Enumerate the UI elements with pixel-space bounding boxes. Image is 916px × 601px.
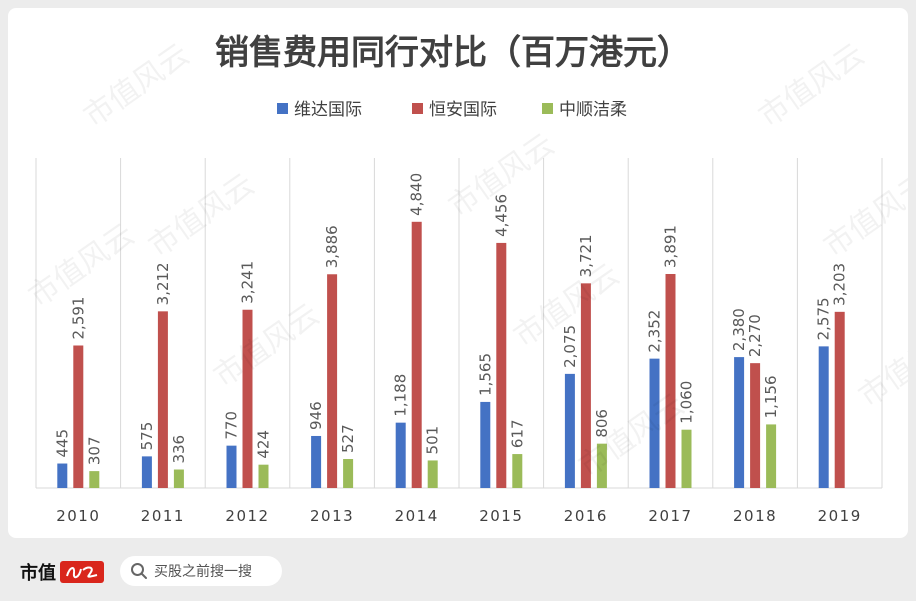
brand-name: 市值 — [20, 563, 56, 584]
bar — [580, 283, 591, 488]
value-label: 2,591 — [69, 297, 87, 340]
legend: 维达国际 恒安国际 中顺洁柔 — [277, 100, 627, 120]
watermark-text: 市值风云 — [143, 167, 261, 264]
value-label: 4,840 — [408, 173, 426, 216]
value-label: 2,270 — [746, 314, 764, 357]
bar — [766, 424, 777, 488]
bar — [734, 357, 745, 488]
bar — [73, 345, 84, 488]
x-tick-label: 2014 — [395, 507, 439, 525]
bar — [57, 463, 68, 488]
value-label: 3,203 — [831, 263, 849, 306]
bar — [311, 435, 322, 488]
value-label: 575 — [138, 422, 156, 451]
value-label: 336 — [170, 435, 188, 464]
bar — [327, 274, 338, 488]
x-tick-label: 2012 — [225, 507, 269, 525]
bar — [258, 464, 269, 488]
legend-swatch — [542, 103, 553, 114]
legend-swatch — [277, 103, 288, 114]
value-label: 3,891 — [662, 225, 680, 268]
x-tick-label: 2010 — [56, 507, 100, 525]
watermark-text: 市值风云 — [753, 37, 871, 134]
value-label: 806 — [593, 409, 611, 438]
x-tick-label: 2019 — [818, 507, 862, 525]
value-labels: 445 2,591 307 575 3,212 336 770 3,241 424 946 3,88… — [53, 173, 848, 465]
watermark-text: 市值风云 — [853, 317, 908, 414]
value-label: 617 — [508, 419, 526, 448]
x-tick-label: 2018 — [733, 507, 777, 525]
bar — [427, 460, 438, 488]
brand-logo — [60, 561, 104, 583]
value-label: 2,380 — [730, 308, 748, 351]
bar — [242, 309, 253, 488]
value-label: 2,575 — [815, 297, 833, 340]
value-label: 946 — [307, 401, 325, 430]
bar — [395, 422, 406, 488]
bar — [750, 363, 761, 488]
value-label: 2,352 — [646, 310, 664, 353]
legend-swatch — [412, 103, 423, 114]
legend-label: 恒安国际 — [429, 100, 497, 120]
bar — [480, 401, 491, 488]
legend-label: 维达国际 — [294, 100, 362, 120]
watermark-text: 市值风云 — [818, 167, 908, 264]
bar — [564, 373, 575, 488]
x-tick-label: 2011 — [141, 507, 185, 525]
value-label: 3,721 — [577, 234, 595, 277]
bar — [649, 358, 660, 488]
chart-card: 销售费用同行对比（百万港元） 维达国际 恒安国际 中顺洁柔 445 2,591 307 5… — [8, 8, 908, 538]
value-label: 424 — [255, 430, 273, 459]
value-label: 445 — [53, 429, 71, 458]
value-label: 3,886 — [323, 225, 341, 268]
value-label: 2,075 — [561, 325, 579, 368]
value-label: 527 — [339, 424, 357, 453]
bar — [89, 471, 100, 488]
value-label: 1,188 — [392, 374, 410, 417]
watermark-text: 市值风云 — [208, 297, 326, 394]
watermark-text: 市值风云 — [78, 37, 196, 134]
bar — [157, 311, 168, 488]
bar — [141, 456, 152, 488]
bar — [343, 459, 354, 488]
bar-chart: 销售费用同行对比（百万港元） 维达国际 恒安国际 中顺洁柔 445 2,591 307 5… — [23, 33, 908, 525]
bar — [496, 242, 507, 488]
bar — [596, 443, 607, 488]
search-placeholder: 买股之前搜一搜 — [154, 564, 252, 580]
value-label: 501 — [424, 426, 442, 455]
value-label: 770 — [223, 411, 241, 440]
bar — [818, 346, 829, 488]
value-label: 4,456 — [492, 194, 510, 237]
x-tick-label: 2013 — [310, 507, 354, 525]
search-box[interactable]: 买股之前搜一搜 — [120, 556, 282, 586]
value-label: 307 — [85, 436, 103, 465]
bar — [226, 445, 237, 488]
bar — [665, 273, 676, 488]
x-tick-label: 2015 — [479, 507, 523, 525]
bar — [681, 429, 692, 488]
brand[interactable]: 市值 — [20, 557, 104, 587]
x-tick-label: 2017 — [648, 507, 692, 525]
search-icon — [131, 563, 147, 579]
bar — [834, 311, 845, 488]
value-label: 1,565 — [476, 353, 494, 396]
value-label: 1,156 — [762, 375, 780, 418]
value-label: 3,241 — [239, 261, 257, 304]
x-axis: 2010 2011 2012 2013 2014 2015 2016 2017 2018 2019 — [56, 507, 862, 525]
value-label: 1,060 — [678, 381, 696, 424]
value-label: 3,212 — [154, 262, 172, 305]
chart-title: 销售费用同行对比（百万港元） — [215, 33, 691, 73]
x-tick-label: 2016 — [564, 507, 608, 525]
legend-label: 中顺洁柔 — [559, 100, 627, 120]
bar — [173, 469, 184, 488]
bars — [57, 221, 845, 489]
bar — [512, 454, 523, 488]
bar — [411, 221, 422, 489]
footer: 市值 买股之前搜一搜 — [0, 545, 916, 601]
brand-logo-mark — [66, 566, 98, 579]
